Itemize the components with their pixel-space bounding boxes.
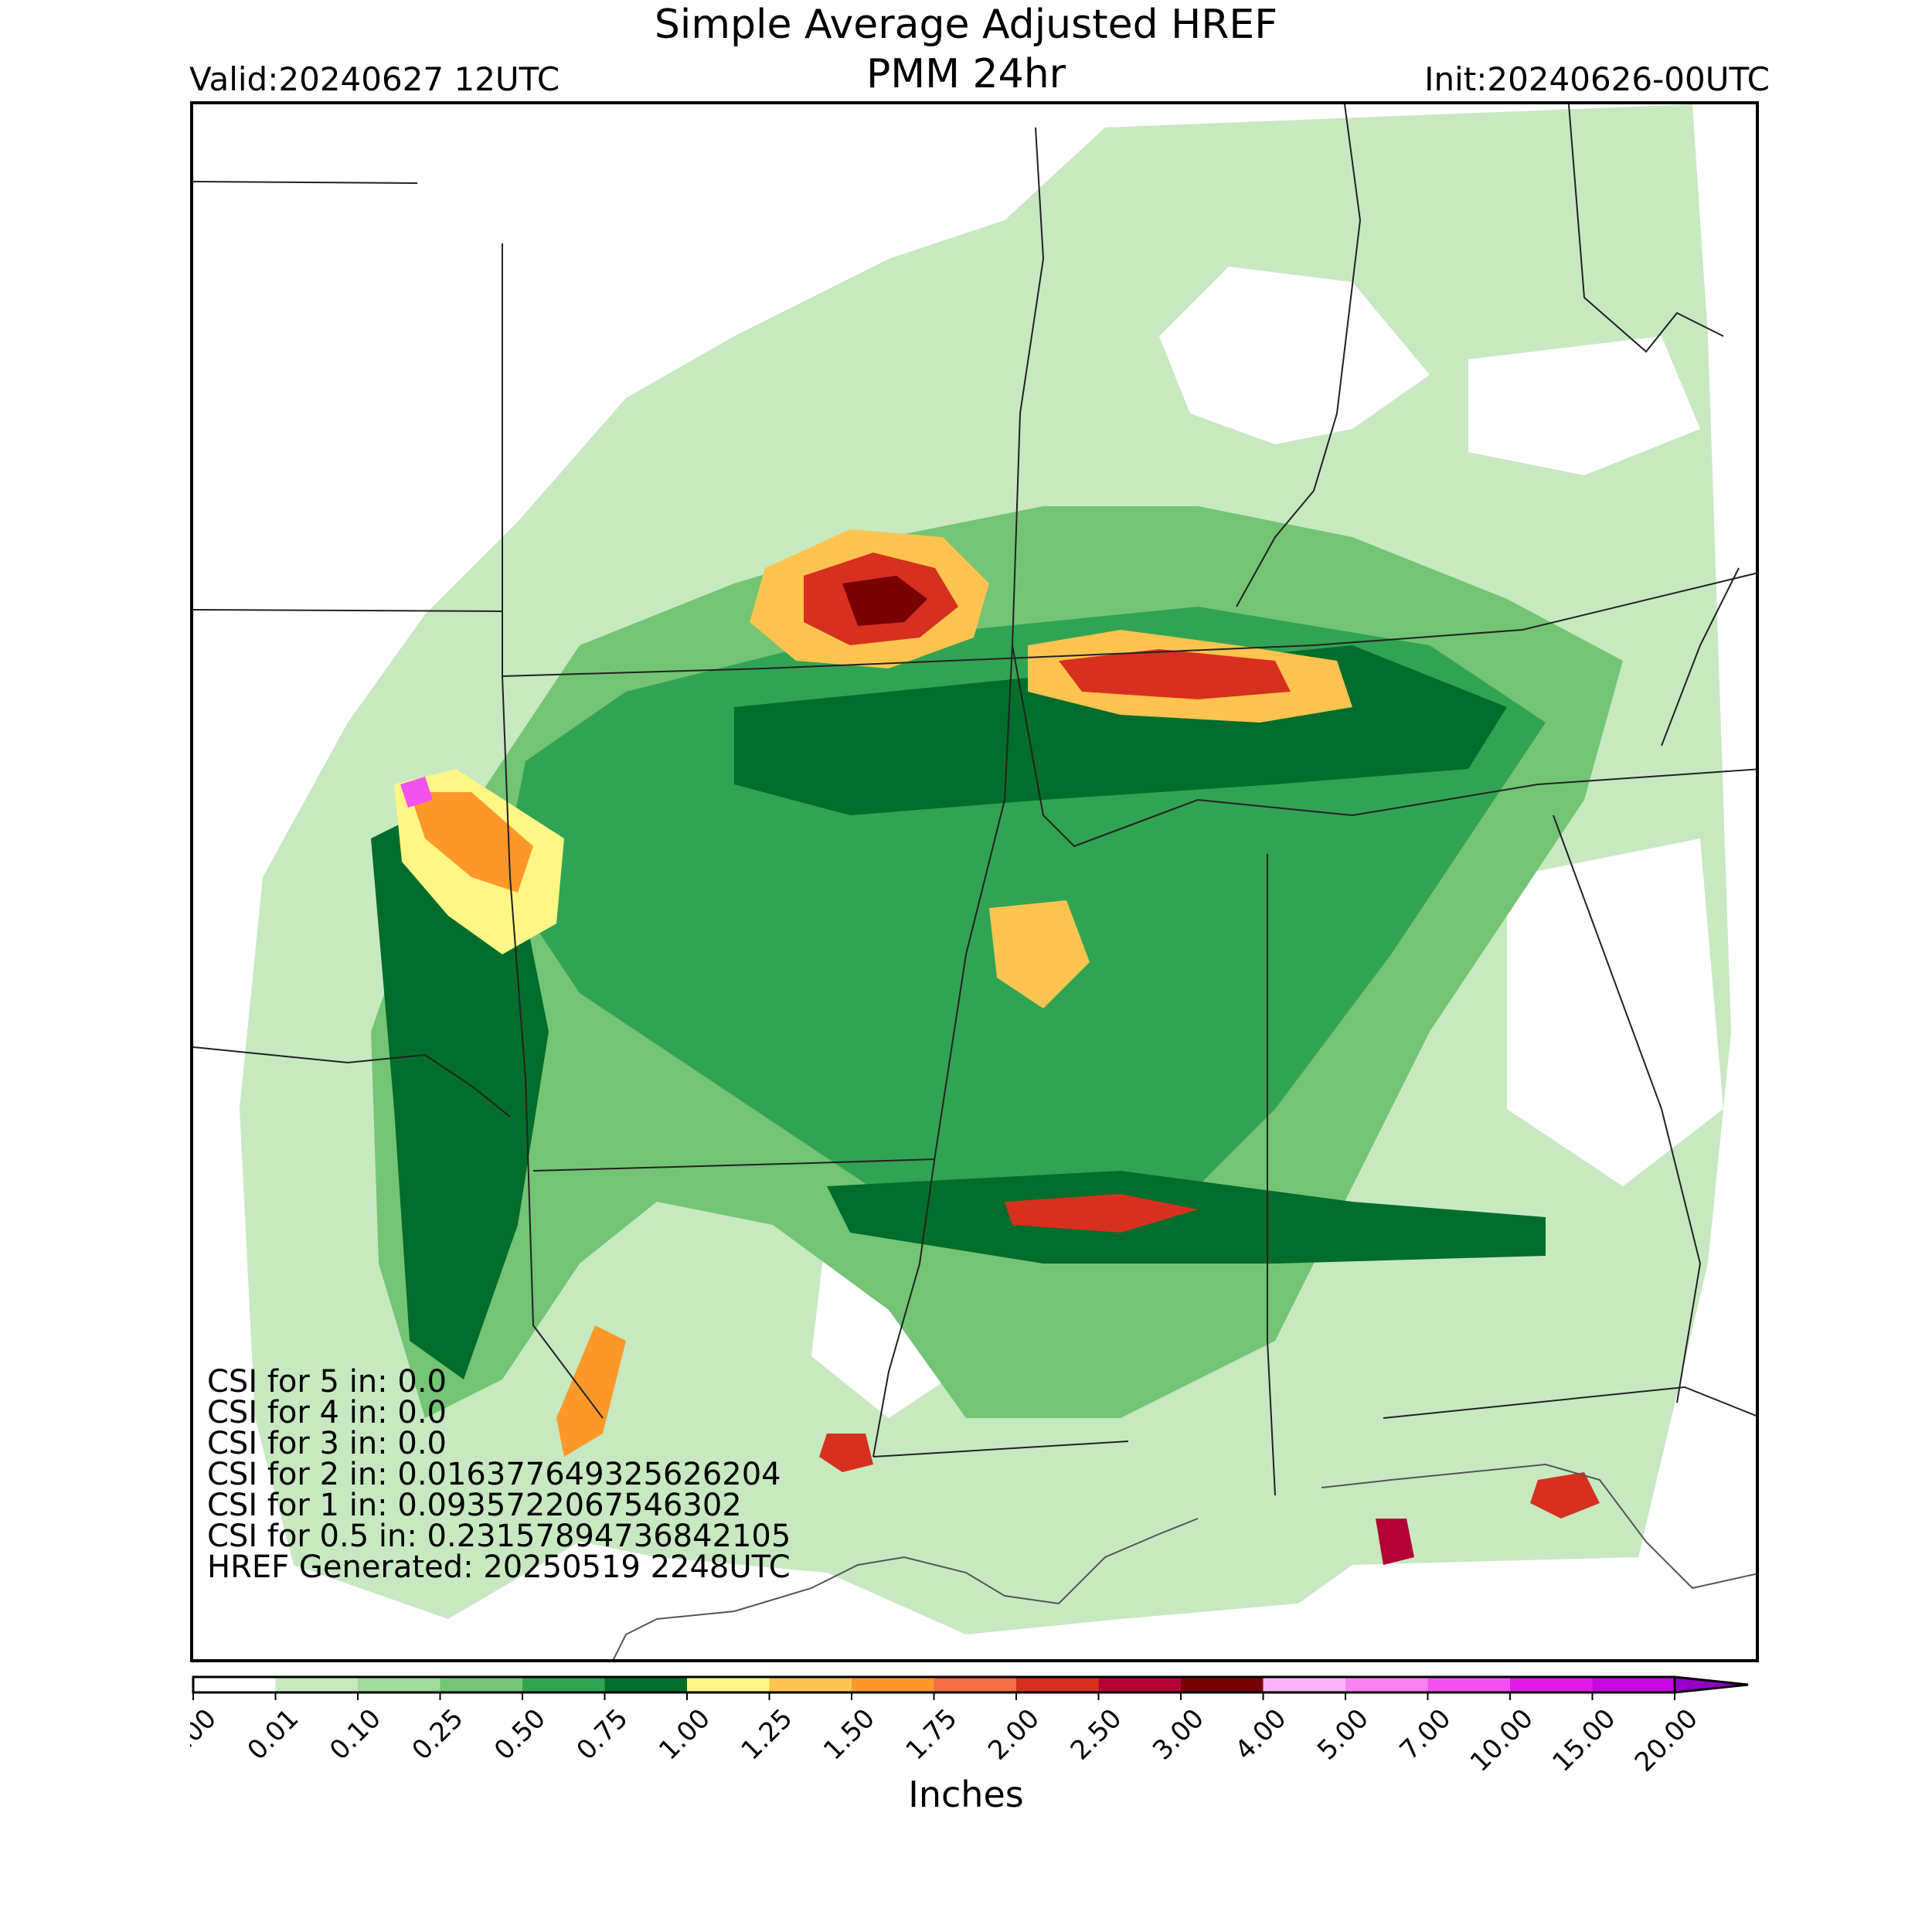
colorbar-tick-label: 0.00 xyxy=(190,1703,223,1767)
state-boundaries xyxy=(193,104,1756,1496)
precip-map xyxy=(190,101,1759,1662)
precip-core-sw xyxy=(556,1325,626,1457)
colorbar-tick-label: 2.00 xyxy=(982,1703,1046,1767)
csi-stat-0p5in: CSI for 0.5 in: 0.23157894736842105 xyxy=(207,1519,791,1554)
precip-core-south-red xyxy=(1005,1194,1198,1233)
precip-s-band xyxy=(827,1171,1546,1264)
colorbar-tick-label: 0.75 xyxy=(571,1703,634,1767)
colorbar-swatch xyxy=(1427,1677,1511,1692)
colorbar-tick-label: 7.00 xyxy=(1394,1703,1458,1767)
colorbar-tick-label: 5.00 xyxy=(1311,1703,1375,1767)
precip-gap-ne2 xyxy=(1468,336,1700,475)
precip-core-central-red xyxy=(1059,649,1291,699)
colorbar-tick-label: 0.50 xyxy=(488,1703,552,1767)
colorbar-tick-label: 0.01 xyxy=(242,1703,305,1767)
precip-core-north-maroon xyxy=(842,576,927,626)
colorbar-swatch xyxy=(358,1677,440,1692)
map-title-line1: Simple Average Adjusted HREF xyxy=(654,2,1278,48)
colorbar-tick-label: 1.50 xyxy=(818,1703,881,1767)
precip-core-se xyxy=(1530,1472,1600,1519)
colorbar-swatch xyxy=(1016,1677,1099,1692)
csi-stat-3in: CSI for 3 in: 0.0 xyxy=(207,1426,447,1461)
colorbar-swatch xyxy=(522,1677,605,1692)
colorbar-swatch xyxy=(934,1677,1017,1692)
precip-gap-se xyxy=(1507,838,1723,1186)
colorbar-tick-label: 1.25 xyxy=(736,1703,799,1767)
colorbar-tick-label: 2.50 xyxy=(1065,1703,1128,1767)
csi-stat-5in: CSI for 5 in: 0.0 xyxy=(207,1364,447,1400)
colorbar-swatch xyxy=(193,1677,276,1692)
colorbar-swatch xyxy=(852,1677,934,1692)
csi-stat-4in: CSI for 4 in: 0.0 xyxy=(207,1395,447,1430)
precip-core-coast xyxy=(1376,1519,1414,1565)
href-generated-label: HREF Generated: 20250519 2248UTC xyxy=(207,1549,791,1585)
precip-gap-ne xyxy=(1159,267,1430,444)
colorbar-tick-label: 1.75 xyxy=(900,1703,964,1767)
colorbar-swatch xyxy=(440,1677,523,1692)
colorbar-tick-label: 10.00 xyxy=(1464,1703,1539,1777)
csi-stat-1in: CSI for 1 in: 0.0935722067546302 xyxy=(207,1488,742,1523)
valid-time-label: Valid:20240627 12UTC xyxy=(189,60,560,98)
precip-core-west-pink xyxy=(400,777,433,808)
colorbar-tick-label: 0.10 xyxy=(324,1703,387,1767)
colorbar-swatch xyxy=(687,1677,770,1692)
colorbar-tick-label: 4.00 xyxy=(1230,1703,1293,1767)
colorbar-swatch xyxy=(769,1677,852,1692)
colorbar-swatch xyxy=(1098,1677,1182,1692)
colorbar-tick-label: 1.00 xyxy=(653,1703,716,1767)
colorbar-swatch xyxy=(1510,1677,1593,1692)
csi-stats: CSI for 5 in: 0.0 CSI for 4 in: 0.0 CSI … xyxy=(207,1366,791,1583)
colorbar-swatch xyxy=(275,1677,359,1692)
colorbar-extend-arrow xyxy=(1673,1675,1749,1694)
colorbar-label: Inches xyxy=(908,1774,1024,1815)
colorbar: 0.00 0.01 0.10 0.25 0.50 0.75 1.00 1.25 1.50 1.75… xyxy=(190,1675,1749,1777)
colorbar-tick-label: 20.00 xyxy=(1629,1703,1704,1777)
init-time-label: Init:20240626-00UTC xyxy=(1424,60,1770,98)
csi-stat-2in: CSI for 2 in: 0.016377649325626204 xyxy=(207,1457,781,1492)
colorbar-swatch xyxy=(1592,1677,1675,1692)
map-title-line2: PMM 24hr xyxy=(866,51,1066,97)
precip-core-west-orange xyxy=(410,792,533,893)
coastline xyxy=(612,1463,1756,1659)
colorbar-swatch xyxy=(604,1677,688,1692)
precip-map-canvas xyxy=(193,104,1756,1659)
precip-core-central2 xyxy=(989,900,1090,1009)
precip-core-gulf xyxy=(819,1434,873,1472)
colorbar-tick-label: 3.00 xyxy=(1147,1703,1210,1767)
colorbar-tick-label: 15.00 xyxy=(1546,1703,1621,1777)
colorbar-tick-label: 0.25 xyxy=(406,1703,470,1767)
colorbar-swatch xyxy=(1181,1677,1264,1692)
colorbar-swatch xyxy=(1263,1677,1346,1692)
colorbar-swatch xyxy=(1345,1677,1428,1692)
